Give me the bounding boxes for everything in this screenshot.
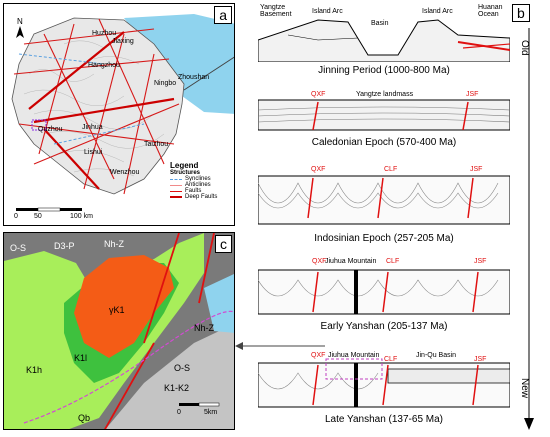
city-zhoushan: Zhoushan	[178, 74, 210, 81]
label-yangtze-basement: Yangtze Basement	[260, 4, 292, 18]
time-label-old: Old	[519, 40, 530, 56]
label-huanan-ocean: Huanan Ocean	[478, 4, 503, 18]
city-jiaxing: Jiaxing	[112, 38, 134, 45]
city-jinhua: Jinhua	[82, 124, 103, 131]
caption-late-yanshan: Late Yanshan (137-65 Ma)	[324, 414, 444, 425]
scale-c-end: 5km	[204, 409, 218, 416]
fault-qxf-4: QXF	[312, 258, 327, 265]
time-arrow	[524, 28, 534, 430]
legend-item-synclines: Synclines	[170, 176, 234, 182]
unit-label-os-top: O-S	[10, 243, 27, 253]
unit-label-os-right: O-S	[174, 363, 191, 373]
section-indosinian	[258, 175, 510, 225]
panel-b-tag: b	[512, 4, 530, 22]
fault-qxf-2: QXF	[311, 91, 326, 98]
legend-subtitle: Structures	[170, 170, 201, 176]
unit-label-k1l: K1l	[74, 353, 88, 363]
label-basin: Basin	[371, 20, 389, 27]
unit-label-nhz-right: Nh-Z	[194, 323, 214, 333]
label-jiuhua-4: Jiuhua Mountain	[325, 258, 377, 265]
legend-item-anticlines: Anticlines	[170, 182, 234, 188]
syncline-lines	[18, 53, 145, 145]
label-island-arc-1: Island Arc	[312, 8, 343, 15]
scale-zero: 0	[14, 213, 18, 220]
city-quzhou: Quzhou	[38, 126, 63, 133]
unit-label-nhz-top: Nh-Z	[104, 239, 124, 249]
fault-qxf-5: QXF	[311, 352, 326, 359]
link-line-a-b	[183, 56, 234, 91]
sea-area	[124, 14, 234, 114]
fault-qxf-3: QXF	[311, 166, 326, 173]
north-label: N	[17, 17, 23, 26]
panel-c-geologic-map: c O-S D3-P Nh-Z γK1 K1l K1h Nh-Z O-S K1-…	[3, 232, 235, 430]
fault-clf-5: CLF	[384, 356, 398, 363]
caption-early-yanshan: Early Yanshan (205-137 Ma)	[320, 321, 448, 332]
deep-fault-lines	[28, 31, 175, 190]
highlight-box	[325, 358, 383, 380]
fault-clf-3: CLF	[384, 166, 398, 173]
fault-jsf-5: JSF	[474, 356, 487, 363]
legend-item-faults: Faults	[170, 188, 234, 194]
unit-label-granite: γK1	[109, 305, 125, 315]
caption-caledonian: Caledonian Epoch (570-400 Ma)	[311, 137, 457, 148]
legend-item-deep-faults: Deep Faults	[170, 194, 234, 200]
unit-label-k1h: K1h	[26, 365, 43, 375]
city-taizhou: Taizhou	[144, 141, 169, 148]
unit-label-qb: Qb	[78, 413, 91, 423]
city-ningbo: Ningbo	[154, 80, 177, 87]
map-legend: Legend Structures Synclines Anticlines F…	[170, 161, 234, 200]
section-early-yanshan	[258, 269, 510, 315]
city-hangzhou: Hangzhou	[88, 62, 120, 69]
unit-label-k1k2: K1-K2	[164, 383, 190, 393]
legend-title: Legend	[170, 161, 199, 170]
time-arrow-head-icon	[524, 418, 534, 430]
panel-a-map: a N Huzhou Jiaxing Hangzhou Ningbo Zhous…	[3, 3, 235, 226]
panel-a-tag: a	[214, 6, 232, 24]
deep-fault-symbol-icon	[170, 196, 182, 198]
city-wenzhou: Wenzhou	[110, 169, 140, 176]
fault-jsf-2: JSF	[466, 91, 479, 98]
fault-clf-4: CLF	[386, 258, 400, 265]
study-area-box	[31, 119, 47, 131]
section-jinning	[258, 19, 510, 62]
scale-bar	[16, 207, 82, 212]
fault-jsf-3: JSF	[470, 166, 483, 173]
label-island-arc-2: Island Arc	[422, 8, 453, 15]
anticline-symbol-icon	[170, 184, 182, 186]
label-jin-qu-basin: Jin-Qu Basin	[416, 352, 457, 359]
caption-indosinian: Indosinian Epoch (257-205 Ma)	[314, 233, 454, 244]
scale-bar-c	[179, 402, 220, 407]
city-huzhou: Huzhou	[92, 30, 117, 37]
relief-texture	[23, 40, 165, 177]
fault-lines-c	[104, 233, 215, 429]
scale-c-zero: 0	[177, 409, 181, 416]
label-yangtze-landmass: Yangtze landmass	[356, 91, 414, 98]
time-label-new: New	[519, 378, 530, 399]
zhejiang-structure-map	[11, 14, 234, 212]
geologic-map	[4, 233, 234, 429]
unit-water	[204, 273, 234, 333]
unit-granite	[74, 255, 174, 358]
link-arrow-b-c	[235, 342, 325, 350]
caption-jinning: Jinning Period (1000-800 Ma)	[318, 65, 450, 76]
label-jiuhua-5: Jiuhua Mountain	[328, 352, 380, 359]
fault-jsf-4: JSF	[474, 258, 487, 265]
boundary-line	[23, 310, 234, 424]
scale-mid: 50	[34, 213, 42, 220]
panel-c-tag: c	[215, 235, 232, 253]
scale-end: 100 km	[70, 213, 93, 220]
city-lishui: Lishui	[84, 149, 103, 156]
section-caledonian	[258, 99, 510, 131]
section-late-yanshan	[258, 358, 510, 408]
unit-label-d3p: D3-P	[54, 241, 75, 251]
north-arrow-icon	[16, 26, 24, 38]
fault-symbol-icon	[170, 190, 182, 192]
syncline-symbol-icon	[170, 178, 182, 180]
